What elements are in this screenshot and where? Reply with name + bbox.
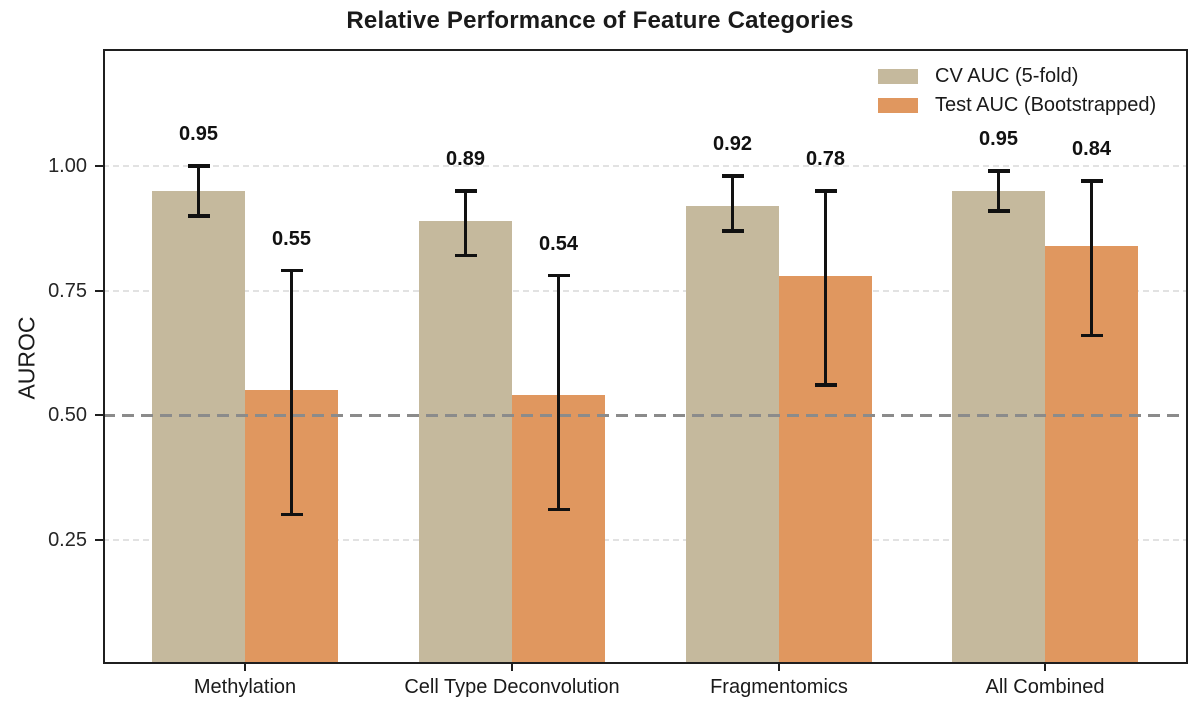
error-cap-top-test-auc-methylation [280,268,303,273]
legend: CV AUC (5-fold) Test AUC (Bootstrapped) [878,62,1156,120]
x-tick-label-cell-type-deconvolution: Cell Type Deconvolution [404,676,620,698]
error-cap-bottom-test-auc-cell-type-deconvolution [547,507,570,512]
y-tick-label-0.75: 0.75 [48,279,87,302]
value-label-cv-auc-cell-type-deconvolution: 0.89 [446,147,485,170]
error-cap-top-cv-auc-methylation [187,164,210,168]
bar-cv-auc-fragmentomics [686,205,779,664]
y-axis-label: AUROC [13,316,40,400]
legend-swatch-test-auc [878,98,918,113]
bar-cv-auc-methylation [152,190,245,664]
gridline-0.75 [103,289,1188,292]
error-cap-bottom-test-auc-fragmentomics [814,383,837,387]
x-tick-label-methylation: Methylation [193,676,297,698]
error-cap-bottom-cv-auc-all-combined [987,209,1010,213]
error-bar-cv-auc-fragmentomics [730,175,735,231]
y-tick-label-1.00: 1.00 [48,155,87,178]
error-bar-test-auc-fragmentomics [823,190,828,386]
value-label-cv-auc-all-combined: 0.95 [979,128,1018,150]
error-bar-cv-auc-cell-type-deconvolution [463,190,468,256]
error-cap-bottom-cv-auc-fragmentomics [721,229,744,233]
error-cap-bottom-cv-auc-methylation [187,214,210,218]
y-tick-0.50 [95,414,103,416]
legend-item-cv-auc: CV AUC (5-fold) [878,62,1156,91]
error-cap-top-test-auc-cell-type-deconvolution [547,273,570,278]
error-cap-bottom-test-auc-all-combined [1080,333,1103,338]
legend-label: Test AUC (Bootstrapped) [935,94,1157,116]
legend-swatch-cv-auc [878,69,918,84]
gridline-1 [103,165,1188,168]
error-cap-bottom-test-auc-methylation [280,512,303,517]
error-bar-test-auc-all-combined [1089,180,1094,336]
x-tick-fragmentomics [778,664,780,671]
value-label-test-auc-cell-type-deconvolution: 0.54 [539,232,578,255]
y-tick-label-0.25: 0.25 [48,528,87,551]
y-tick-0.75 [95,289,103,292]
x-tick-methylation [244,664,246,671]
x-tick-label-all-combined: All Combined [985,676,1105,698]
x-tick-label-fragmentomics: Fragmentomics [710,676,848,698]
legend-label: CV AUC (5-fold) [935,65,1079,87]
error-cap-top-test-auc-all-combined [1080,179,1103,183]
value-label-cv-auc-fragmentomics: 0.92 [713,132,752,155]
error-bar-test-auc-methylation [289,270,294,515]
value-label-test-auc-fragmentomics: 0.78 [806,147,845,170]
legend-item-test-auc: Test AUC (Bootstrapped) [878,91,1156,120]
reference-line [103,413,1188,417]
y-tick-label-0.50: 0.50 [48,404,87,426]
x-tick-all-combined [1044,664,1046,671]
value-label-test-auc-all-combined: 0.84 [1072,137,1111,160]
value-label-cv-auc-methylation: 0.95 [179,123,218,146]
gridline-0.25 [103,538,1188,541]
x-tick-cell-type-deconvolution [511,664,513,671]
chart-title: Relative Performance of Feature Categori… [346,7,854,34]
error-cap-top-cv-auc-fragmentomics [721,174,744,178]
error-cap-bottom-cv-auc-cell-type-deconvolution [454,253,477,258]
error-bar-test-auc-cell-type-deconvolution [556,275,561,510]
error-cap-top-cv-auc-cell-type-deconvolution [454,189,477,193]
error-bar-cv-auc-all-combined [996,171,1001,211]
bar-cv-auc-all-combined [952,190,1045,664]
error-bar-cv-auc-methylation [196,166,201,216]
error-cap-top-cv-auc-all-combined [987,169,1010,173]
plot-area: 0.95 0.89 0.92 0.95 0.55 0.54 0.78 0.84 0.25 0.50… [48,49,1188,698]
bar-cv-auc-cell-type-deconvolution [419,220,512,664]
error-cap-top-test-auc-fragmentomics [814,189,837,193]
y-tick-1.00 [95,165,103,168]
y-tick-0.25 [95,538,103,541]
value-label-test-auc-methylation: 0.55 [272,227,311,250]
